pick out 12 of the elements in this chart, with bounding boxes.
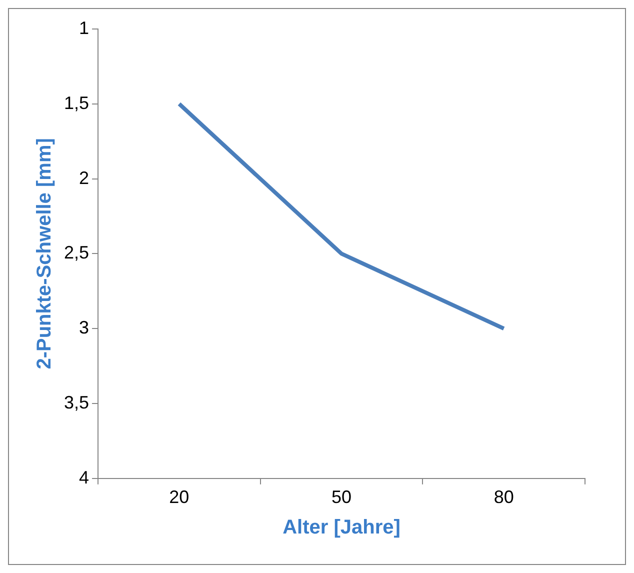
x-tick-label: 50 (331, 487, 352, 508)
x-axis-title: Alter [Jahre] (282, 516, 400, 539)
y-axis-title: 2-Punkte-Schwelle [mm] (34, 138, 56, 370)
y-tick-label: 3,5 (64, 392, 90, 412)
x-tick-label: 20 (169, 487, 190, 508)
y-tick-label: 2,5 (64, 242, 90, 263)
y-tick-label: 3 (79, 318, 90, 338)
x-tick-label: 80 (494, 487, 514, 508)
y-tick-label: 1,5 (64, 92, 90, 113)
y-tick-label: 1 (79, 18, 90, 38)
y-tick-label: 2 (79, 168, 90, 188)
y-tick-label: 4 (79, 467, 90, 488)
